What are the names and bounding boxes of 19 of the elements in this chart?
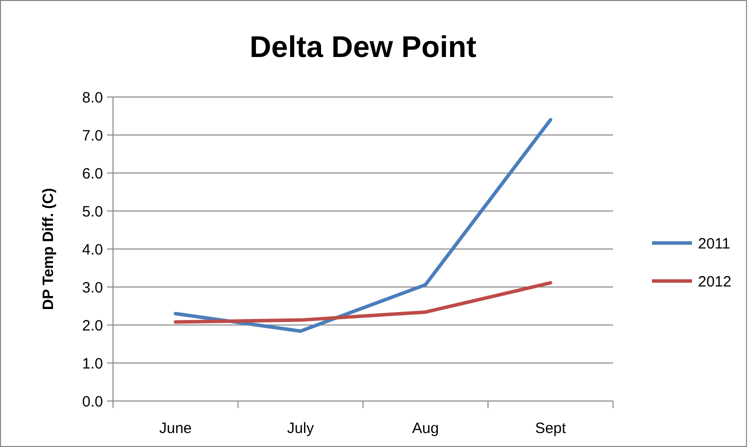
legend-label: 2012 [698, 273, 732, 290]
line-series [174, 281, 552, 324]
y-tick-label: 5.0 [82, 203, 103, 220]
chart-title: Delta Dew Point [250, 31, 476, 64]
legend-label: 2011 [698, 235, 730, 252]
y-tick-label: 3.0 [82, 279, 103, 296]
y-tick-label: 8.0 [82, 89, 103, 106]
x-tick-label: Aug [412, 420, 439, 437]
y-tick-label: 7.0 [82, 127, 103, 144]
y-tick-label: 6.0 [82, 165, 103, 182]
y-tick-label: 4.0 [82, 241, 103, 258]
y-tick-label: 2.0 [82, 317, 103, 334]
y-axis-title: DP Temp Diff. (C) [40, 188, 57, 310]
y-tick-label: 1.0 [82, 355, 103, 372]
y-tick-label: 0.0 [82, 393, 103, 410]
x-tick-label: July [287, 420, 314, 437]
line-series [174, 118, 552, 333]
x-tick-label: June [159, 420, 192, 437]
x-tick-label: Sept [535, 420, 567, 437]
